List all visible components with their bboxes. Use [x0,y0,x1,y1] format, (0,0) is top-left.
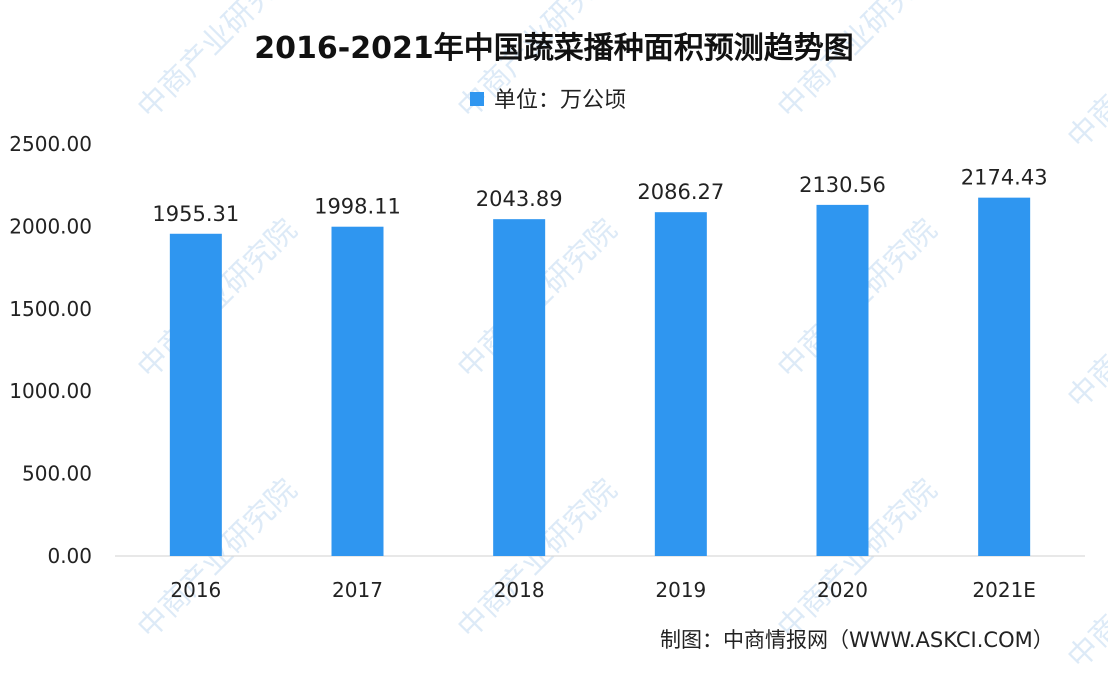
bar [816,204,869,556]
data-label: 2043.89 [476,187,563,211]
bar [331,226,384,556]
x-tick-label: 2016 [170,578,221,602]
x-tick-label: 2019 [655,578,706,602]
bar [493,219,546,556]
data-label: 2174.43 [961,166,1048,190]
plot-area: 0.00 500.00 1000.00 1500.00 2000.00 2500.00 19… [9,132,1085,602]
source-note: 制图：中商情报网（WWW.ASKCI.COM） [660,628,1054,652]
legend-label: 单位：万公顷 [494,88,626,113]
data-label: 1955.31 [152,202,239,226]
y-tick-label: 1500.00 [9,297,92,321]
data-label: 2130.56 [799,173,886,197]
y-tick-label: 2000.00 [9,214,92,238]
y-tick-label: 500.00 [22,462,92,486]
bar [978,197,1031,556]
chart-title: 2016-2021年中国蔬菜播种面积预测趋势图 [254,31,853,66]
legend: 单位：万公顷 [470,88,626,113]
x-tick-label: 2018 [494,578,545,602]
bar [169,233,222,557]
watermark-text: 中商产业研究院 [1061,502,1108,675]
y-tick-label: 2500.00 [9,132,92,156]
x-tick-label: 2020 [817,578,868,602]
data-label: 2086.27 [637,180,724,204]
watermark-text: 中商产业研究院 [1061,242,1108,415]
x-tick-label: 2021E [972,578,1036,602]
legend-swatch [470,92,484,106]
y-tick-label: 1000.00 [9,379,92,403]
data-label: 1998.11 [314,195,401,219]
y-tick-label: 0.00 [47,544,92,568]
bar [654,212,707,556]
watermark-text: 中商产业研究院 [1061,0,1108,156]
x-tick-label: 2017 [332,578,383,602]
